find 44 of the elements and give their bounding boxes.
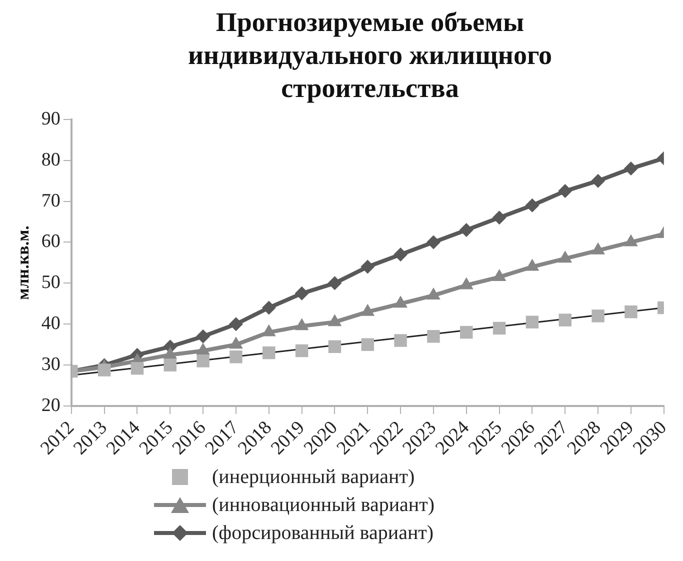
point [230, 350, 242, 364]
legend-label: (инерционный вариант) [212, 466, 415, 488]
point [228, 317, 243, 332]
point [624, 162, 638, 176]
legend-label: (форсированный вариант) [212, 522, 434, 544]
point [294, 286, 309, 300]
point [295, 344, 308, 358]
point [492, 322, 506, 335]
point [460, 326, 473, 339]
point [394, 334, 407, 347]
point [394, 248, 408, 262]
y-tick-label: 40 [41, 313, 60, 334]
point [196, 354, 210, 368]
point [624, 305, 638, 318]
point [130, 362, 144, 375]
point [360, 260, 375, 274]
point [262, 346, 276, 360]
point [262, 300, 276, 315]
y-tick-label: 30 [41, 354, 60, 376]
y-tick-label: 60 [41, 231, 60, 252]
point [196, 329, 210, 344]
chart-title: Прогнозируемые объемы индивидуального жилищного строительства [186, 6, 554, 105]
point [558, 184, 572, 198]
legend-label: (инновационный вариант) [212, 494, 435, 516]
point [328, 276, 342, 290]
point [492, 210, 506, 225]
y-tick-label: 90 [41, 108, 60, 130]
point [98, 364, 111, 376]
y-tick-label: 80 [41, 149, 60, 170]
point [592, 310, 604, 322]
y-axis-title: млн.кв.м. [14, 226, 33, 300]
point [328, 340, 342, 354]
point [426, 235, 440, 250]
point [361, 338, 374, 351]
point [164, 358, 177, 372]
point [459, 222, 474, 237]
y-tick-label: 50 [41, 272, 60, 294]
point [591, 174, 606, 188]
y-tick-label: 70 [41, 190, 60, 212]
point [558, 314, 572, 326]
point [526, 316, 539, 328]
point [427, 330, 440, 343]
y-tick-label: 20 [41, 394, 60, 416]
point [525, 198, 540, 212]
